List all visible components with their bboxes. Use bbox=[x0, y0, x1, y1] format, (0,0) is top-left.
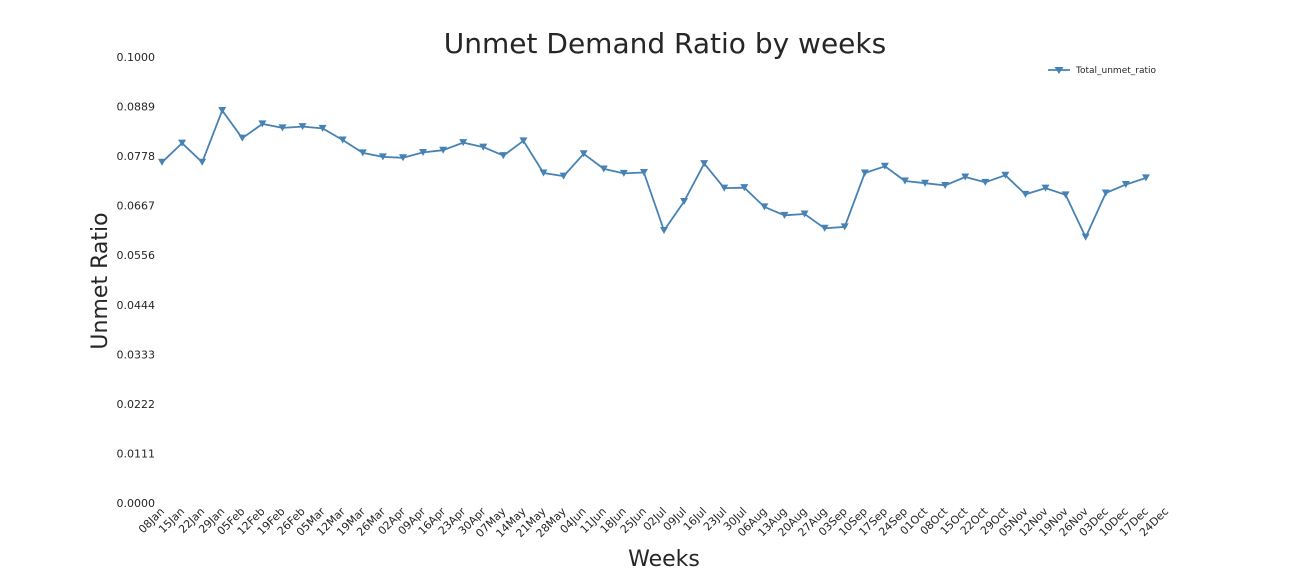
data-point-marker bbox=[599, 165, 608, 173]
y-tick-label: 0.0556 bbox=[117, 249, 156, 262]
x-axis-ticks: 08Jan15Jan22Jan29Jan05Feb12Feb19Feb26Feb… bbox=[136, 504, 1171, 540]
y-tick-label: 0.0889 bbox=[117, 101, 156, 114]
data-point-marker bbox=[278, 124, 287, 132]
data-point-marker bbox=[579, 150, 588, 158]
series-line bbox=[161, 109, 1147, 239]
legend-label: Total_unmet_ratio bbox=[1075, 66, 1157, 76]
data-point-marker bbox=[619, 169, 628, 177]
data-point-marker bbox=[740, 184, 749, 192]
y-axis-ticks: 0.0000 0.0111 0.0222 0.0333 0.0444 0.0556 0.06… bbox=[117, 51, 156, 510]
data-point-marker bbox=[378, 153, 387, 161]
data-point-marker bbox=[218, 107, 227, 115]
data-point-marker bbox=[298, 123, 307, 131]
y-tick-label: 0.0778 bbox=[117, 150, 156, 163]
y-tick-label: 0.0111 bbox=[117, 447, 156, 460]
data-point-marker bbox=[398, 154, 407, 162]
data-point-marker bbox=[660, 226, 668, 234]
data-point-marker bbox=[1101, 189, 1110, 197]
data-point-marker bbox=[961, 173, 970, 181]
legend-marker-swatch bbox=[1054, 67, 1064, 74]
y-tick-label: 0.0444 bbox=[117, 299, 156, 312]
y-tick-label: 0.0333 bbox=[117, 348, 156, 361]
data-point-marker bbox=[439, 146, 448, 154]
chart-title: Unmet Demand Ratio by weeks bbox=[444, 27, 886, 60]
data-point-marker bbox=[1021, 190, 1030, 198]
data-point-marker bbox=[860, 169, 869, 177]
series-layer bbox=[158, 107, 1150, 241]
y-tick-label: 0.1000 bbox=[117, 51, 156, 64]
data-point-marker bbox=[158, 158, 166, 166]
data-point-marker bbox=[1041, 184, 1050, 192]
y-tick-label: 0.0222 bbox=[117, 398, 156, 411]
data-point-marker bbox=[499, 152, 508, 160]
data-point-marker bbox=[800, 210, 809, 218]
data-point-marker bbox=[981, 178, 990, 186]
data-point-marker bbox=[419, 148, 428, 156]
data-point-marker bbox=[700, 160, 709, 168]
data-point-marker bbox=[459, 139, 468, 147]
data-point-marker bbox=[921, 179, 930, 187]
data-point-marker bbox=[198, 158, 207, 166]
data-point-marker bbox=[820, 224, 829, 232]
data-point-marker bbox=[1081, 233, 1090, 241]
data-point-marker bbox=[559, 172, 568, 180]
y-axis-label: Unmet Ratio bbox=[88, 212, 113, 349]
data-point-marker bbox=[639, 169, 648, 177]
data-point-marker bbox=[941, 181, 950, 189]
data-point-marker bbox=[318, 124, 327, 132]
data-point-marker bbox=[358, 149, 367, 157]
data-point-marker bbox=[1121, 181, 1130, 189]
y-tick-label: 0.0000 bbox=[117, 497, 156, 510]
data-point-marker bbox=[1061, 191, 1070, 199]
data-point-marker bbox=[720, 184, 729, 192]
data-point-marker bbox=[680, 198, 689, 206]
data-point-marker bbox=[238, 134, 247, 142]
data-point-marker bbox=[900, 177, 909, 185]
data-point-marker bbox=[1001, 171, 1010, 179]
data-point-marker bbox=[178, 139, 187, 147]
data-point-marker bbox=[880, 162, 889, 170]
data-point-marker bbox=[338, 136, 347, 144]
y-tick-label: 0.0667 bbox=[117, 200, 156, 213]
data-point-marker bbox=[840, 223, 849, 231]
data-point-marker bbox=[1141, 174, 1150, 182]
legend: Total_unmet_ratio bbox=[1048, 66, 1157, 76]
data-point-marker bbox=[479, 143, 488, 151]
data-point-marker bbox=[539, 169, 548, 177]
data-point-marker bbox=[258, 120, 267, 128]
x-axis-label: Weeks bbox=[628, 547, 700, 572]
data-point-marker bbox=[519, 137, 528, 145]
data-point-marker bbox=[760, 203, 769, 211]
data-point-marker bbox=[780, 211, 789, 219]
